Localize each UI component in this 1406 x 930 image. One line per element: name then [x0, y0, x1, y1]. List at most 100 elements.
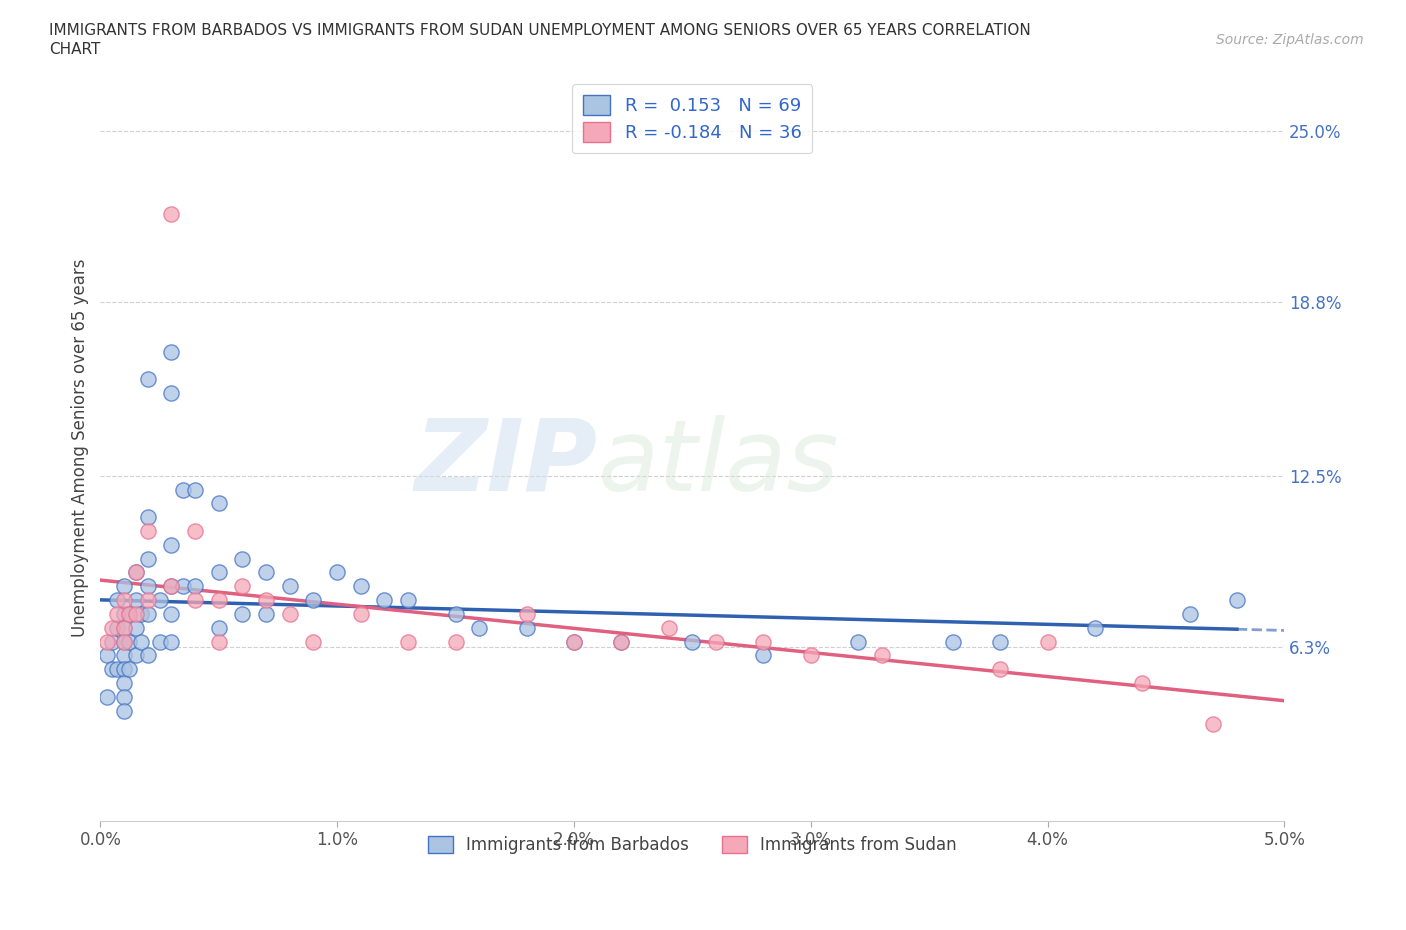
Point: [112, 620, 135, 635]
Point: [172, 482, 194, 497]
Point: [396, 634, 419, 649]
Point: [254, 565, 277, 580]
Point: [160, 606, 183, 621]
Point: [125, 620, 148, 635]
Point: [105, 620, 128, 635]
Point: [125, 565, 148, 580]
Point: [112, 648, 135, 663]
Point: [610, 634, 633, 649]
Point: [160, 634, 183, 649]
Point: [208, 496, 231, 511]
Point: [118, 661, 141, 676]
Point: [136, 551, 159, 566]
Point: [302, 634, 325, 649]
Point: [1178, 606, 1201, 621]
Point: [1202, 717, 1225, 732]
Point: [112, 592, 135, 607]
Text: Source: ZipAtlas.com: Source: ZipAtlas.com: [1216, 33, 1364, 46]
Point: [562, 634, 585, 649]
Point: [184, 524, 207, 538]
Point: [105, 592, 128, 607]
Point: [658, 620, 681, 635]
Point: [704, 634, 727, 649]
Point: [1036, 634, 1059, 649]
Point: [96, 689, 118, 704]
Point: [160, 386, 183, 401]
Point: [172, 578, 194, 593]
Point: [468, 620, 491, 635]
Point: [160, 578, 183, 593]
Point: [231, 578, 253, 593]
Point: [112, 703, 135, 718]
Point: [129, 634, 152, 649]
Point: [101, 634, 124, 649]
Point: [444, 606, 467, 621]
Point: [125, 592, 148, 607]
Point: [112, 661, 135, 676]
Point: [516, 620, 538, 635]
Point: [870, 648, 893, 663]
Point: [112, 620, 135, 635]
Point: [350, 606, 373, 621]
Text: CHART: CHART: [49, 42, 101, 57]
Point: [231, 551, 253, 566]
Point: [136, 606, 159, 621]
Y-axis label: Unemployment Among Seniors over 65 years: Unemployment Among Seniors over 65 years: [72, 259, 89, 637]
Point: [125, 648, 148, 663]
Text: IMMIGRANTS FROM BARBADOS VS IMMIGRANTS FROM SUDAN UNEMPLOYMENT AMONG SENIORS OVE: IMMIGRANTS FROM BARBADOS VS IMMIGRANTS F…: [49, 23, 1031, 38]
Point: [516, 606, 538, 621]
Point: [160, 206, 183, 221]
Point: [184, 578, 207, 593]
Point: [208, 592, 231, 607]
Text: atlas: atlas: [598, 415, 839, 512]
Point: [118, 634, 141, 649]
Point: [136, 578, 159, 593]
Point: [105, 606, 128, 621]
Point: [350, 578, 373, 593]
Point: [988, 634, 1011, 649]
Point: [752, 634, 775, 649]
Point: [373, 592, 395, 607]
Point: [112, 634, 135, 649]
Legend: Immigrants from Barbados, Immigrants from Sudan: Immigrants from Barbados, Immigrants fro…: [420, 830, 963, 861]
Point: [1130, 675, 1153, 690]
Point: [136, 592, 159, 607]
Point: [231, 606, 253, 621]
Point: [136, 524, 159, 538]
Point: [136, 510, 159, 525]
Point: [254, 592, 277, 607]
Point: [112, 634, 135, 649]
Point: [610, 634, 633, 649]
Point: [208, 565, 231, 580]
Point: [136, 648, 159, 663]
Point: [125, 565, 148, 580]
Point: [562, 634, 585, 649]
Point: [105, 661, 128, 676]
Point: [278, 606, 301, 621]
Point: [988, 661, 1011, 676]
Point: [160, 538, 183, 552]
Point: [681, 634, 703, 649]
Point: [101, 661, 124, 676]
Point: [96, 648, 118, 663]
Point: [208, 620, 231, 635]
Point: [326, 565, 349, 580]
Point: [148, 592, 170, 607]
Point: [112, 689, 135, 704]
Point: [96, 634, 118, 649]
Point: [800, 648, 823, 663]
Point: [184, 592, 207, 607]
Point: [160, 344, 183, 359]
Point: [208, 634, 231, 649]
Point: [396, 592, 419, 607]
Point: [118, 606, 141, 621]
Point: [125, 606, 148, 621]
Point: [118, 606, 141, 621]
Point: [160, 578, 183, 593]
Point: [112, 578, 135, 593]
Point: [278, 578, 301, 593]
Point: [184, 482, 207, 497]
Point: [444, 634, 467, 649]
Point: [1084, 620, 1107, 635]
Point: [112, 675, 135, 690]
